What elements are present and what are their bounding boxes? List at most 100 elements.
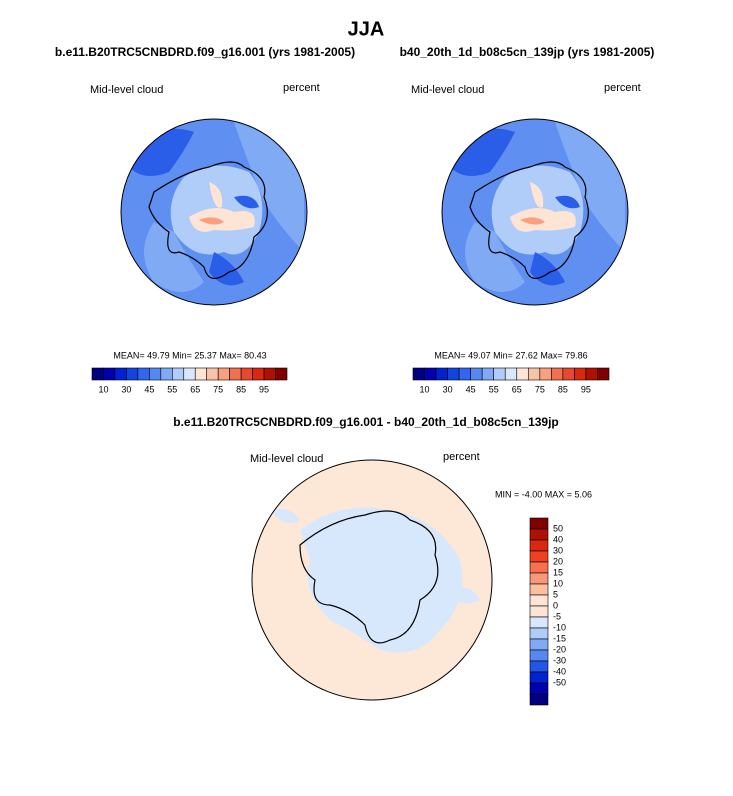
colorbar-label: -50 [553, 677, 566, 687]
colorbar-label: 0 [553, 600, 558, 610]
colorbar-box [91, 367, 104, 381]
colorbar-label: -5 [553, 611, 561, 621]
map [121, 119, 307, 305]
colorbar-label: 50 [553, 523, 563, 533]
colorbar-label: -40 [553, 666, 566, 676]
map [252, 460, 492, 700]
colorbar-box [539, 367, 552, 381]
colorbar-box [529, 627, 549, 640]
colorbar-box [529, 649, 549, 662]
title: JJA [348, 18, 385, 40]
map [442, 119, 628, 305]
colorbar-label: 95 [581, 384, 591, 394]
colorbar-label: 65 [190, 384, 200, 394]
colorbar-box [183, 367, 196, 381]
colorbar-label: 65 [512, 384, 522, 394]
colorbar-box [275, 367, 288, 381]
colorbar-box [206, 367, 219, 381]
colorbar-box [527, 367, 541, 381]
colorbar-box [504, 367, 518, 381]
colorbar-label: 10 [98, 384, 108, 394]
colorbar-box [529, 682, 549, 695]
colorbar-box [137, 367, 150, 381]
colorbar-box [435, 367, 448, 381]
colorbar-label: -20 [553, 644, 566, 654]
right-label: percent [443, 451, 480, 463]
colorbar-box [529, 550, 549, 563]
colorbar-box [149, 367, 162, 381]
colorbar-label: 5 [553, 589, 558, 599]
colorbar-label: 45 [144, 384, 154, 394]
colorbar-box [529, 616, 549, 629]
colorbar-box [562, 367, 575, 381]
colorbar-label: 20 [553, 556, 563, 566]
colorbar-box [424, 367, 437, 381]
right-label: percent [604, 82, 641, 94]
colorbar-box [252, 367, 265, 381]
colorbar-box [194, 367, 208, 381]
colorbar-label: 10 [553, 578, 563, 588]
colorbar-label: -30 [553, 655, 566, 665]
colorbar-box [529, 583, 549, 596]
colorbar-box [412, 367, 425, 381]
colorbar-label: 15 [553, 567, 563, 577]
colorbar-label: 45 [466, 384, 476, 394]
stats: MEAN= 49.07 Min= 27.62 Max= 79.86 [434, 350, 587, 360]
colorbar-box [529, 517, 549, 530]
colorbar-box [229, 367, 242, 381]
colorbar-box [529, 660, 549, 673]
subtitle: b.e11.B20TRC5CNBDRD.f09_g16.001 - b40_20… [173, 415, 559, 429]
colorbar-label: -10 [553, 622, 566, 632]
colorbar-box [240, 367, 253, 381]
colorbar-label: 55 [489, 384, 499, 394]
left-label: Mid-level cloud [90, 84, 163, 96]
colorbar-box [529, 638, 549, 651]
colorbar-label: 30 [443, 384, 453, 394]
map-border [251, 459, 493, 701]
colorbar-label: 75 [535, 384, 545, 394]
colorbar-box [551, 367, 564, 381]
colorbar-label: 40 [553, 534, 563, 544]
colorbar-box [529, 561, 549, 574]
colorbar-box [171, 367, 185, 381]
colorbar-box [263, 367, 276, 381]
colorbar-label: 30 [121, 384, 131, 394]
colorbar-box [493, 367, 506, 381]
colorbar-box [529, 528, 549, 541]
map-border [120, 118, 308, 306]
colorbar-box [516, 367, 529, 381]
colorbar-box [114, 367, 127, 381]
colorbar-box [585, 367, 598, 381]
colorbar-box [447, 367, 460, 381]
colorbar-label: 10 [420, 384, 430, 394]
colorbar-label: 85 [558, 384, 568, 394]
colorbar-box [529, 539, 549, 552]
stats: MEAN= 49.79 Min= 25.37 Max= 80.43 [113, 350, 266, 360]
left-label: Mid-level cloud [411, 84, 484, 96]
colorbar-box [126, 367, 139, 381]
map-border [441, 118, 629, 306]
colorbar-box [217, 367, 230, 381]
subtitle: b40_20th_1d_b08c5cn_139jp (yrs 1981-2005… [400, 45, 655, 59]
stats: MIN = -4.00 MAX = 5.06 [495, 489, 592, 499]
colorbar-box [597, 367, 610, 381]
colorbar-label: 75 [213, 384, 223, 394]
colorbar-box [160, 367, 173, 381]
colorbar-label: 95 [259, 384, 269, 394]
colorbar-label: 30 [553, 545, 563, 555]
colorbar-label: -15 [553, 633, 566, 643]
colorbar-label: 55 [167, 384, 177, 394]
colorbar-box [574, 367, 587, 381]
colorbar-box [103, 367, 116, 381]
subtitle: b.e11.B20TRC5CNBDRD.f09_g16.001 (yrs 198… [55, 45, 355, 59]
colorbar-box [458, 367, 471, 381]
colorbar-box [529, 572, 549, 585]
colorbar-box [470, 367, 483, 381]
colorbar-box [481, 367, 495, 381]
colorbar-box [529, 671, 549, 684]
colorbar-box [529, 605, 549, 618]
colorbar-label: 85 [236, 384, 246, 394]
left-label: Mid-level cloud [250, 453, 323, 465]
right-label: percent [283, 82, 320, 94]
